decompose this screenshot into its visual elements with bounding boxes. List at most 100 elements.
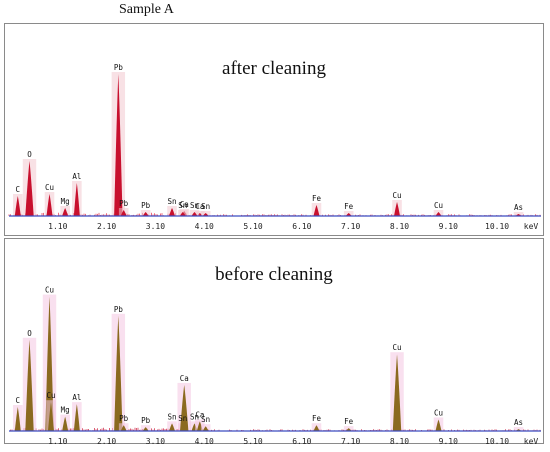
peak-sn (179, 212, 186, 216)
peak-label-cu: Cu (45, 286, 54, 295)
peak-cu (435, 212, 442, 216)
x-tick-label: 10.10 (485, 437, 509, 445)
peak-cu (435, 419, 442, 431)
peak-al (73, 404, 80, 431)
x-tick-label: 9.10 (439, 437, 458, 445)
peak-o (25, 161, 34, 216)
peak-shadow (513, 427, 524, 431)
spectrum-panel-before: before cleaning 1.10 2.10 3.10 4.10 5.10 6.10… (4, 238, 544, 445)
peak-sn (202, 426, 209, 431)
x-tick-label: 2.10 (97, 437, 116, 445)
panel-title-after: after cleaning (222, 58, 326, 79)
peak-label-fe: Fe (344, 417, 354, 426)
peak-label-as: As (514, 203, 523, 212)
peak-label-sn: Sn (201, 415, 210, 424)
peak-c (14, 407, 21, 431)
x-axis-label: keV (524, 222, 539, 231)
x-tick-label: 4.10 (195, 437, 214, 445)
peak-label-sn: Sn (190, 201, 199, 210)
peak-label-ca: Ca (195, 202, 204, 211)
peak-cu (46, 194, 53, 216)
peak-label-al: Al (72, 393, 81, 402)
peak-sn (191, 212, 198, 216)
plot-group: 1.10 2.10 3.10 4.10 5.10 6.10 7.10 8.10 9.10 10.1… (9, 286, 541, 445)
peak-cu (394, 202, 401, 216)
peak-pb (120, 425, 127, 431)
peak-label-mg: Mg (61, 406, 70, 415)
peak-pb (142, 427, 149, 431)
x-tick-label: 7.10 (341, 437, 360, 445)
peak-label-c: C (16, 185, 21, 194)
x-tick-label: 6.10 (292, 437, 311, 445)
peak-cu (47, 402, 54, 431)
peak-mg (62, 416, 69, 431)
peak-label-cu: Cu (434, 408, 443, 417)
peak-ca (180, 384, 189, 431)
peak-pb (114, 315, 123, 431)
peak-pb (120, 210, 127, 216)
peak-fe (345, 428, 352, 431)
peak-label-sn: Sn (201, 202, 210, 211)
peak-label-cu: Cu (45, 183, 54, 192)
peak-label-sn: Sn (190, 412, 199, 421)
peak-label-sn: Sn (178, 201, 187, 210)
peak-cu (392, 354, 402, 431)
peak-label-o: O (27, 150, 32, 159)
x-tick-label: 4.10 (195, 222, 214, 231)
peak-fe (313, 425, 320, 431)
x-tick-label: 1.10 (48, 437, 67, 445)
peak-sn (169, 208, 176, 216)
spectrum-plot-after: 1.10 2.10 3.10 4.10 5.10 6.10 7.10 8.10 9.10 10.1… (8, 63, 541, 231)
peak-label-sn: Sn (178, 414, 187, 423)
peak-label-fe: Fe (312, 194, 322, 203)
x-tick-label: 1.10 (48, 222, 67, 231)
x-tick-label: 5.10 (243, 437, 262, 445)
peak-label-ca: Ca (195, 410, 204, 419)
peak-pb (142, 212, 149, 216)
peak-pb (114, 74, 123, 216)
plot-group: 1.10 2.10 3.10 4.10 5.10 6.10 7.10 8.10 9.10 10.1… (8, 63, 541, 231)
peak-label-sn: Sn (168, 197, 177, 206)
x-tick-label: 9.10 (439, 222, 458, 231)
spectrum-panel-after: after cleaning 1.10 2.10 3.10 4.10 5.10 6.10 7… (4, 23, 544, 236)
peak-label-as: As (514, 418, 523, 427)
peak-label-fe: Fe (344, 202, 354, 211)
peak-label-pb: Pb (141, 201, 151, 210)
peak-label-pb: Pb (119, 199, 129, 208)
peak-label-cu: Cu (46, 391, 55, 400)
spectrum-plot-before: 1.10 2.10 3.10 4.10 5.10 6.10 7.10 8.10 9.10 10.1… (9, 286, 541, 445)
x-tick-label: 10.10 (485, 222, 509, 231)
peak-label-ca: Ca (180, 374, 189, 383)
sample-title: Sample A (119, 2, 174, 17)
x-tick-label: 3.10 (146, 222, 165, 231)
peak-label-cu: Cu (393, 191, 402, 200)
peak-sn (169, 423, 176, 431)
peak-o (25, 339, 34, 431)
peak-label-c: C (16, 396, 21, 405)
x-axis-label: keV (524, 437, 539, 445)
peak-label-pb: Pb (114, 63, 124, 72)
peak-label-cu: Cu (393, 343, 402, 352)
peak-label-pb: Pb (141, 416, 151, 425)
peak-label-pb: Pb (114, 305, 124, 314)
panel-title-before: before cleaning (215, 264, 333, 285)
x-tick-label: 5.10 (243, 222, 262, 231)
peak-label-ca: Ca (180, 200, 189, 209)
x-tick-label: 6.10 (292, 222, 311, 231)
peak-al (73, 183, 80, 216)
peak-label-fe: Fe (312, 414, 322, 423)
x-tick-label: 2.10 (97, 222, 116, 231)
peak-label-mg: Mg (61, 197, 70, 206)
peak-label-o: O (27, 329, 32, 338)
peak-fe (313, 205, 320, 216)
peak-c (14, 196, 21, 216)
x-tick-label: 8.10 (390, 222, 409, 231)
peak-cu (45, 296, 54, 431)
x-tick-label: 3.10 (146, 437, 165, 445)
peak-fe (345, 213, 352, 216)
peak-label-pb: Pb (119, 414, 129, 423)
peak-label-cu: Cu (434, 201, 443, 210)
x-tick-label: 8.10 (390, 437, 409, 445)
x-tick-label: 7.10 (341, 222, 360, 231)
peak-sn (202, 213, 209, 216)
